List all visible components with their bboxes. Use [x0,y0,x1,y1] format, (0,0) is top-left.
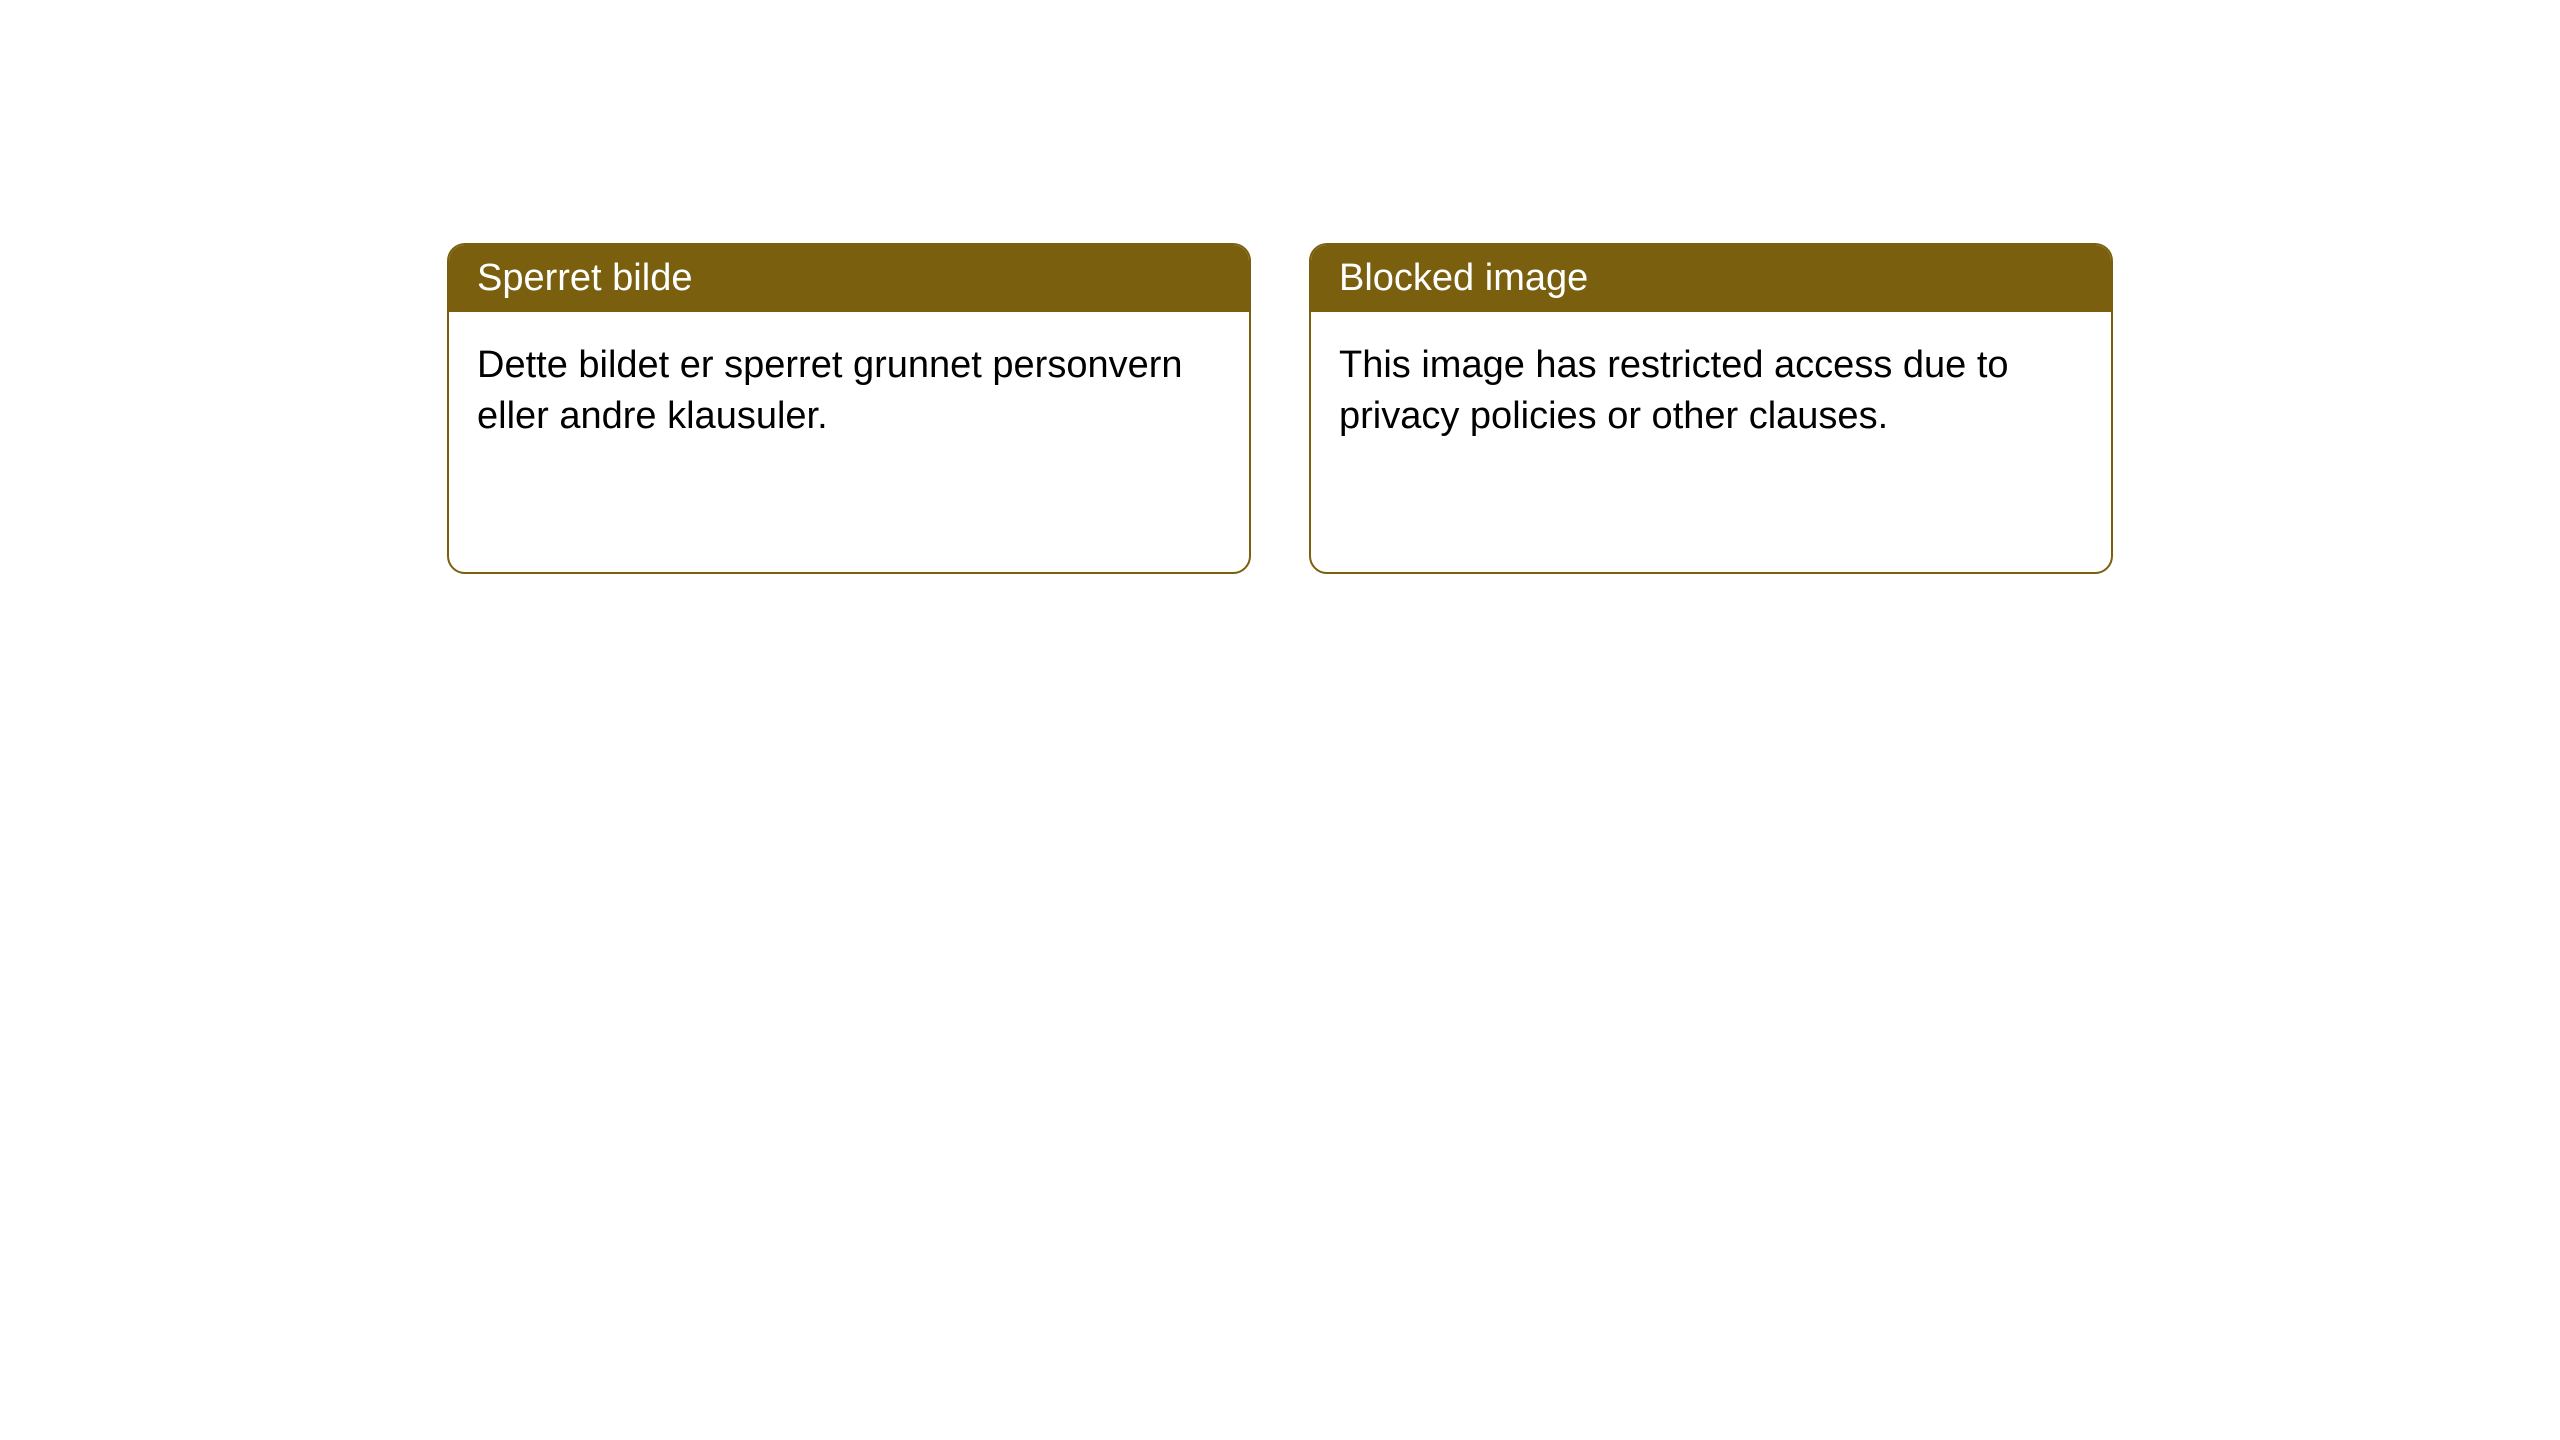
card-body-no: Dette bildet er sperret grunnet personve… [449,312,1249,471]
card-body-en: This image has restricted access due to … [1311,312,2111,471]
card-header-en: Blocked image [1311,245,2111,312]
blocked-image-card-en: Blocked image This image has restricted … [1309,243,2113,574]
blocked-image-card-no: Sperret bilde Dette bildet er sperret gr… [447,243,1251,574]
card-header-no: Sperret bilde [449,245,1249,312]
notice-container: Sperret bilde Dette bildet er sperret gr… [447,243,2113,1440]
